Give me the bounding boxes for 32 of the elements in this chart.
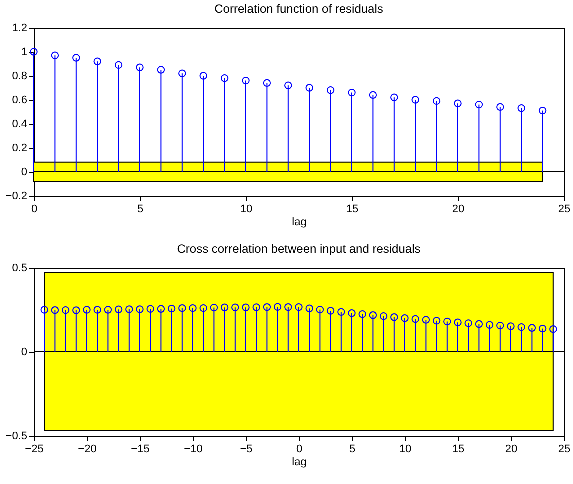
- x-tick-label: −25: [25, 444, 44, 456]
- x-tick-label: 0: [296, 444, 303, 456]
- x-tick-label: 5: [349, 444, 356, 456]
- x-tick-label: 10: [399, 444, 412, 456]
- y-tick-label: 0.6: [12, 94, 28, 106]
- x-tick-label: 10: [240, 204, 253, 216]
- x-axis-title: lag: [292, 216, 307, 228]
- x-tick-label: −20: [78, 444, 97, 456]
- x-tick-label: −5: [240, 444, 253, 456]
- y-tick-label: 1.2: [12, 22, 28, 34]
- y-tick-label: 0.2: [12, 142, 28, 154]
- chart-title: Cross correlation between input and residuals: [177, 242, 421, 256]
- y-tick-label: −0.5: [6, 430, 28, 442]
- y-tick-label: 0: [21, 346, 28, 358]
- y-tick-label: 0: [21, 166, 28, 178]
- x-tick-label: 15: [346, 204, 359, 216]
- x-tick-label: −10: [184, 444, 203, 456]
- x-tick-label: 20: [452, 204, 465, 216]
- y-tick-label: 0.5: [12, 262, 28, 274]
- chart-title: Correlation function of residuals: [214, 2, 384, 16]
- x-axis-title: lag: [292, 456, 307, 468]
- x-tick-label: 25: [558, 444, 571, 456]
- x-tick-label: 20: [505, 444, 518, 456]
- x-tick-label: 15: [452, 444, 465, 456]
- x-tick-label: 5: [137, 204, 144, 216]
- x-tick-label: 25: [558, 204, 571, 216]
- x-tick-label: 0: [31, 204, 38, 216]
- y-tick-label: −0.2: [6, 190, 28, 202]
- y-tick-label: 1: [21, 46, 28, 58]
- x-tick-label: −15: [131, 444, 150, 456]
- y-tick-label: 0.8: [12, 70, 28, 82]
- y-tick-label: 0.4: [12, 118, 28, 130]
